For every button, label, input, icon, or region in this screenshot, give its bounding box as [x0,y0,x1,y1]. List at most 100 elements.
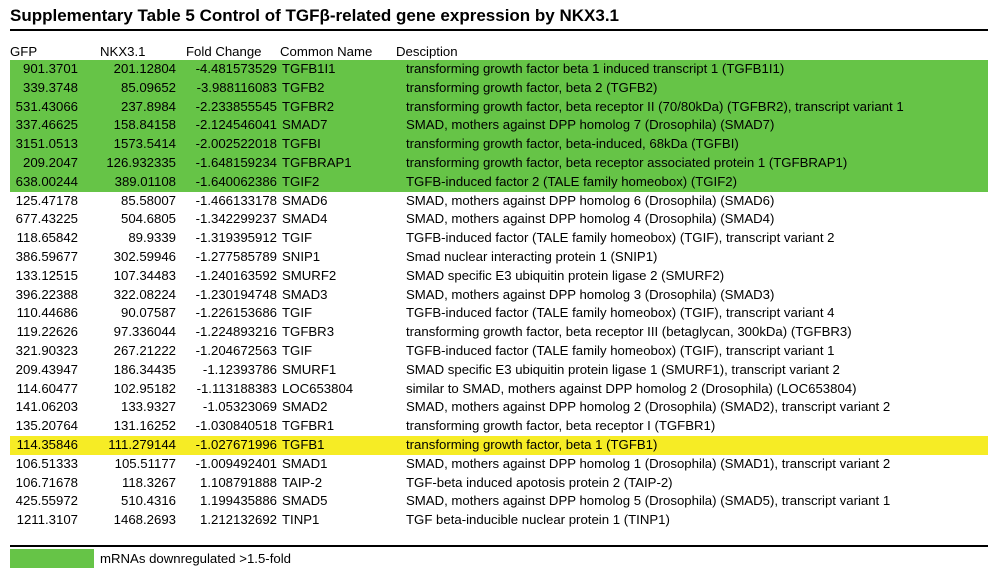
table-row: 321.90323 267.21222 -1.204672563 TGIF TGFB-i… [10,342,988,361]
cell-common-name: TGFB1 [280,435,396,455]
cell-gfp: 110.44686 [16,305,78,321]
cell-fold-change: -2.002522018 [180,135,280,154]
cell-description: SMAD, mothers against DPP homolog 3 (Dro… [406,286,775,302]
cell-description: transforming growth factor beta 1 induce… [396,60,988,79]
cell-description: SMAD specific E3 ubiquitin protein ligas… [406,267,725,283]
cell-nkx31: 237.8984 [82,97,180,117]
table-row: 118.65842 89.9339 -1.319395912 TGIF TGFB-ind… [10,229,988,248]
table-row: 114.60477 102.95182 -1.113188383 LOC653804 s… [10,380,988,399]
cell-gfp: 209.2047 [10,153,82,173]
table-row: 3151.0513 1573.5414 -2.002522018 TGFBI trans… [10,135,988,154]
table-row: 119.22626 97.336044 -1.224893216 TGFBR3 tran… [10,323,988,342]
cell-nkx31: 322.08224 [113,286,176,302]
cell-nkx31: 85.58007 [120,192,176,208]
header-row: GFP NKX3.1 Fold Change Common Name Desci… [10,43,988,60]
cell-description: transforming growth factor, beta recepto… [396,97,988,117]
cell-nkx31: 133.9327 [120,399,176,415]
table-row: 106.71678 118.3267 1.108791888 TAIP-2 TGF-be… [10,474,988,493]
cell-gfp: 114.35846 [10,435,82,455]
cell-common-name: TGIF [282,342,313,358]
table-row: 106.51333 105.51177 -1.009492401 SMAD1 SMAD,… [10,455,988,474]
cell-fold-change: -4.481573529 [180,60,280,79]
cell-fold-change: -1.640062386 [180,172,280,192]
cell-gfp: 209.43947 [15,361,78,377]
cell-common-name: TGIF [282,230,313,246]
cell-gfp: 339.3748 [10,78,82,98]
table-row: 209.2047 126.932335 -1.648159234 TGFBRAP1 tr… [10,153,988,173]
table-row: 425.55972 510.4316 1.199435886 SMAD5 SMAD, m… [10,492,988,511]
cell-nkx31: 389.01108 [82,172,180,192]
cell-gfp: 3151.0513 [10,135,82,154]
cell-nkx31: 126.932335 [82,153,180,173]
cell-fold-change: 1.212132692 [199,512,277,528]
table-row: 901.3701 201.12804 -4.481573529 TGFB1I1 tran… [10,60,988,79]
cell-nkx31: 504.6805 [120,211,176,227]
cell-gfp: 386.59677 [15,248,78,264]
legend: mRNAs downregulated >1.5-fold [10,549,988,568]
cell-description: SMAD, mothers against DPP homolog 5 (Dro… [406,493,891,509]
cell-nkx31: 118.3267 [121,474,176,490]
cell-description: transforming growth factor, beta recepto… [396,153,988,173]
cell-description: transforming growth factor, beta 2 (TGFB… [396,78,988,98]
table-row: 638.00244 389.01108 -1.640062386 TGIF2 TGFB-… [10,172,988,192]
cell-common-name: TGFBR1 [282,418,335,434]
cell-nkx31: 89.9339 [128,230,176,246]
cell-gfp: 531.43066 [10,97,82,117]
cell-gfp: 125.47178 [15,192,78,208]
cell-fold-change: -1.05323069 [202,399,277,415]
cell-description: TGFB-induced factor (TALE family homeobo… [406,342,835,358]
table-row: 209.43947 186.34435 -1.12393786 SMURF1 SMAD … [10,361,988,380]
cell-description: Smad nuclear interacting protein 1 (SNIP… [406,248,658,264]
cell-description: TGFB-induced factor (TALE family homeobo… [406,230,835,246]
cell-fold-change: -1.204672563 [195,342,277,358]
legend-label: mRNAs downregulated >1.5-fold [100,551,291,566]
cell-fold-change: -1.230194748 [195,286,277,302]
cell-common-name: TGIF [282,305,313,321]
cell-nkx31: 510.4316 [120,493,176,509]
cell-common-name: SMAD3 [282,286,328,302]
cell-common-name: TGFBRAP1 [280,153,396,173]
table-title: Supplementary Table 5 Control of TGFβ-re… [10,6,619,26]
table-row: 386.59677 302.59946 -1.277585789 SNIP1 Smad … [10,248,988,267]
cell-common-name: SMAD1 [282,455,328,471]
cell-fold-change: -3.988116083 [180,78,280,98]
gene-expression-table: GFP NKX3.1 Fold Change Common Name Desci… [10,43,988,530]
cell-common-name: TAIP-2 [282,474,323,490]
table-row: 133.12515 107.34483 -1.240163592 SMURF2 SMAD… [10,267,988,286]
cell-common-name: SNIP1 [282,248,321,264]
cell-common-name: SMAD2 [282,399,328,415]
cell-description: transforming growth factor, beta recepto… [406,324,852,340]
cell-description: TGFB-induced factor 2 (TALE family homeo… [396,172,988,192]
cell-fold-change: -1.009492401 [195,455,277,471]
column-header-fold-change: Fold Change [186,44,262,59]
cell-nkx31: 131.16252 [113,418,176,434]
cell-nkx31: 85.09652 [82,78,180,98]
table-row: 1211.3107 1468.2693 1.212132692 TINP1 TGF be… [10,511,988,530]
cell-description: transforming growth factor, beta recepto… [406,418,716,434]
cell-nkx31: 158.84158 [82,116,180,136]
cell-common-name: SMAD6 [282,192,328,208]
cell-common-name: SMAD5 [282,493,328,509]
cell-gfp: 118.65842 [16,230,78,246]
table-row: 337.46625 158.84158 -2.124546041 SMAD7 SMAD,… [10,116,988,136]
cell-nkx31: 90.07587 [120,305,176,321]
cell-description: SMAD, mothers against DPP homolog 6 (Dro… [406,192,775,208]
cell-gfp: 135.20764 [15,418,78,434]
cell-description: SMAD, mothers against DPP homolog 4 (Dro… [406,211,775,227]
cell-description: SMAD specific E3 ubiquitin protein ligas… [406,361,840,377]
cell-nkx31: 302.59946 [113,248,176,264]
cell-common-name: TGFBR3 [282,324,335,340]
cell-common-name: TGFB2 [280,78,396,98]
cell-description: transforming growth factor, beta-induced… [396,135,988,154]
cell-description: SMAD, mothers against DPP homolog 1 (Dro… [406,455,891,471]
bottom-rule [10,545,988,547]
cell-common-name: TGFBI [280,135,396,154]
table-row: 339.3748 85.09652 -3.988116083 TGFB2 transfo… [10,78,988,98]
column-header-description: Desciption [396,44,458,59]
title-beta: β [319,6,330,25]
title-prefix: Supplementary Table 5 Control of TGF [10,6,320,25]
column-header-common-name: Common Name [280,44,373,59]
cell-description: SMAD, mothers against DPP homolog 2 (Dro… [406,399,891,415]
cell-fold-change: -1.12393786 [202,361,277,377]
cell-gfp: 114.60477 [16,380,78,396]
